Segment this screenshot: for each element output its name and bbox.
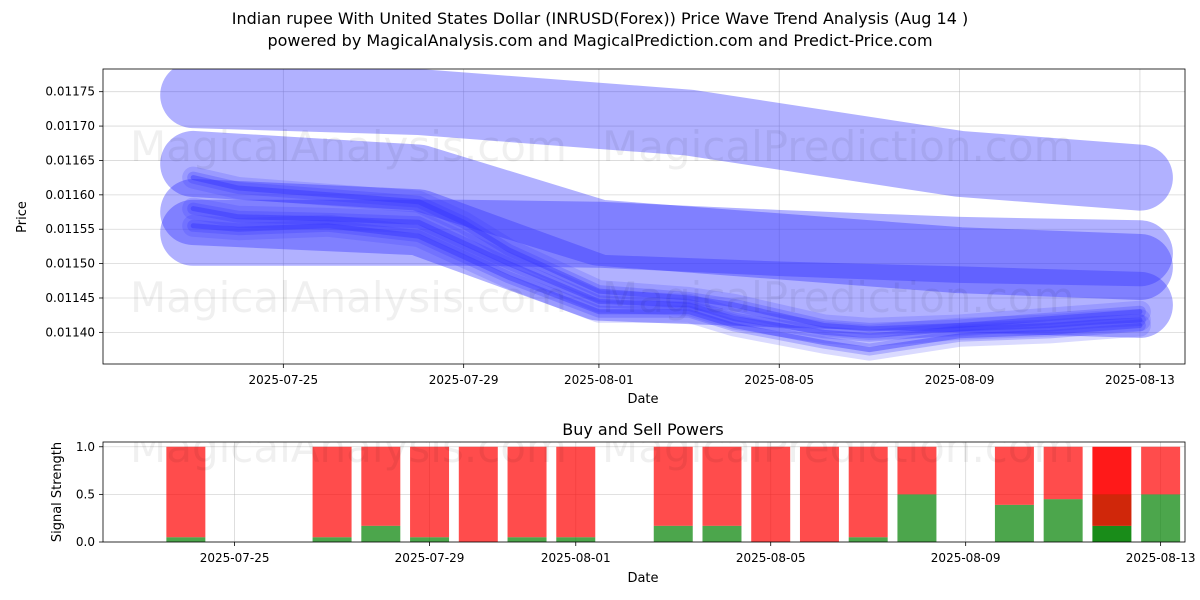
trend-bands: [160, 69, 1173, 338]
signal-x-tick-label: 2025-08-01: [541, 551, 611, 565]
overlap-bar: [1092, 494, 1132, 526]
signal-x-tick-label: 2025-08-09: [931, 551, 1001, 565]
sell-bar: [556, 446, 596, 538]
price-x-tick-label: 2025-08-13: [1105, 373, 1175, 387]
sell-bar: [507, 446, 547, 538]
sell-bar: [458, 446, 498, 542]
buy-bar: [1043, 499, 1083, 542]
trend-band-3: [160, 179, 1173, 338]
sell-bar: [897, 446, 937, 495]
sell-bar: [848, 446, 888, 538]
chart-subtitle: powered by MagicalAnalysis.com and Magic…: [267, 31, 933, 50]
price-y-ticks: 0.01140 0.01145 0.01150 0.01155 0.01160 0.011…: [45, 85, 103, 339]
price-x-tick-label: 2025-08-01: [564, 373, 634, 387]
wave-line-2-layer-2: [190, 223, 1143, 353]
signal-bars: [166, 446, 1181, 542]
signal-x-tick-label: 2025-07-29: [395, 551, 465, 565]
sell-bar: [702, 446, 742, 526]
sell-bar: [751, 446, 791, 542]
price-x-tick-label: 2025-08-05: [744, 373, 814, 387]
wave-series: [182, 166, 1151, 361]
price-y-tick-label: 0.01170: [45, 119, 95, 133]
chart-title-block: Indian rupee With United States Dollar (…: [0, 8, 1200, 52]
signal-panel-title: Buy and Sell Powers: [562, 420, 724, 439]
buy-bar: [166, 537, 206, 542]
wave-line-2-layer-0: [182, 214, 1151, 361]
sell-bar: [410, 446, 450, 538]
price-grid: [103, 69, 1185, 364]
buy-bar: [556, 537, 596, 542]
wave-line-0-layer-2: [190, 206, 1143, 339]
price-x-tick-label: 2025-07-29: [429, 373, 499, 387]
price-y-axis-label: Price: [15, 201, 30, 233]
price-x-axis-label: Date: [627, 392, 658, 407]
sell-bar: [361, 446, 401, 526]
watermark-prediction-top: MagicalPrediction.com: [602, 122, 1075, 171]
signal-x-tick-label: 2025-08-13: [1126, 551, 1196, 565]
buy-bar: [410, 537, 450, 542]
signal-y-tick-label: 0.0: [76, 535, 95, 549]
signal-y-tick-label: 1.0: [76, 440, 95, 454]
watermark-prediction-bottom: MagicalPrediction.com: [602, 423, 1075, 472]
price-y-tick-label: 0.01155: [45, 222, 95, 236]
buy-bar: [897, 494, 937, 542]
price-y-tick-label: 0.01140: [45, 325, 95, 339]
wave-line-1-layer-0: [182, 166, 1151, 340]
signal-panel: Buy and Sell Powers MagicalAnalysis.com …: [50, 420, 1196, 586]
chart-title: Indian rupee With United States Dollar (…: [231, 9, 969, 28]
price-wave-panel: MagicalAnalysis.com MagicalPrediction.co…: [15, 68, 1186, 407]
trend-band-0: [160, 69, 1173, 211]
price-x-tick-label: 2025-07-25: [248, 373, 318, 387]
watermark-analysis-mid: MagicalAnalysis.com: [130, 273, 567, 322]
wave-line-1-layer-2: [190, 175, 1143, 332]
signal-x-tick-label: 2025-07-25: [200, 551, 270, 565]
trend-band-1: [160, 130, 1173, 300]
buy-bar: [1141, 494, 1181, 542]
price-y-tick-label: 0.01150: [45, 257, 95, 271]
sell-bar: [799, 446, 839, 542]
buy-bar: [848, 537, 888, 542]
sell-bar: [994, 446, 1034, 505]
buy-bar: [361, 525, 401, 542]
wave-line-0-layer-1: [187, 202, 1146, 342]
price-x-ticks: 2025-07-25 2025-07-29 2025-08-01 2025-08-05…: [248, 364, 1175, 387]
sell-bar: [1141, 446, 1181, 495]
sell-bar: [653, 446, 693, 526]
buy-bar: [653, 525, 693, 542]
price-y-tick-label: 0.01145: [45, 291, 95, 305]
buy-bar: [994, 504, 1034, 542]
wave-line-2-layer-1: [187, 219, 1146, 356]
buy-bar: [1092, 525, 1132, 542]
signal-y-tick-label: 0.5: [76, 487, 95, 501]
sell-bar: [166, 446, 206, 538]
signal-x-ticks: 2025-07-25 2025-07-29 2025-08-01 2025-08-05…: [200, 542, 1196, 565]
buy-bar: [702, 525, 742, 542]
price-axes-frame: [102, 68, 1186, 365]
wave-line-1-layer-1: [187, 171, 1146, 335]
price-y-tick-label: 0.01175: [45, 85, 95, 99]
buy-bar: [507, 537, 547, 542]
signal-axes-frame: [102, 441, 1186, 543]
watermark-prediction-mid: MagicalPrediction.com: [602, 273, 1075, 322]
wave-line-0-layer-0: [182, 197, 1151, 347]
signal-x-axis-label: Date: [627, 571, 658, 586]
signal-x-tick-label: 2025-08-05: [736, 551, 806, 565]
trend-band-2: [160, 199, 1173, 287]
watermark-analysis-bottom: MagicalAnalysis.com: [130, 423, 567, 472]
signal-y-axis-label: Signal Strength: [50, 442, 65, 542]
price-y-tick-label: 0.01160: [45, 188, 95, 202]
price-y-tick-label: 0.01165: [45, 153, 95, 167]
watermark-analysis-top: MagicalAnalysis.com: [130, 122, 567, 171]
sell-bar: [312, 446, 352, 538]
buy-bar: [312, 537, 352, 542]
price-x-tick-label: 2025-08-09: [925, 373, 995, 387]
sell-bar: [1043, 446, 1083, 500]
signal-y-ticks: 0.0 0.5 1.0: [76, 440, 103, 549]
